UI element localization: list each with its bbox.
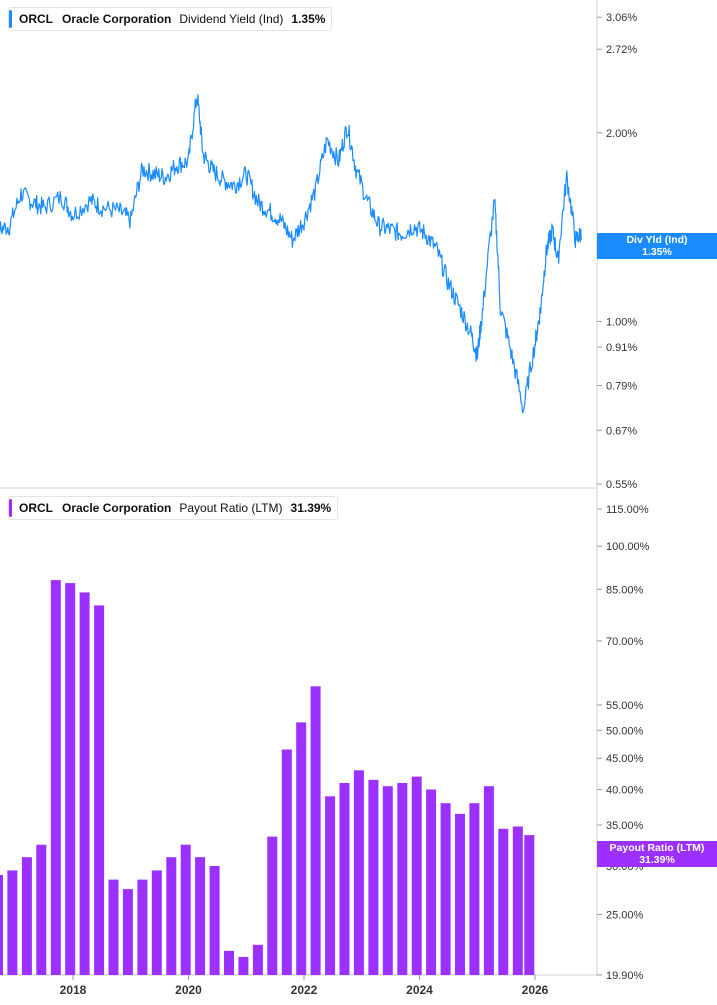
payout-ratio-tag-label: Payout Ratio (LTM) <box>609 842 705 854</box>
payout-ratio-bar <box>151 870 162 975</box>
payout-ratio-bar <box>353 770 364 975</box>
payout-ratio-bar <box>238 956 249 975</box>
payout-ratio-bar <box>0 875 3 975</box>
payout-ratio-bar <box>512 826 523 975</box>
bottom-y-tick-label: 70.00% <box>606 636 644 648</box>
x-tick-label: 2018 <box>60 983 87 997</box>
bottom-legend-company: Oracle Corporation <box>62 501 172 515</box>
payout-ratio-bar <box>137 879 148 975</box>
top-legend-company: Oracle Corporation <box>62 12 172 26</box>
top-legend-value: 1.35% <box>291 12 326 26</box>
bottom-y-tick-label: 45.00% <box>606 753 644 765</box>
payout-ratio-bar <box>195 857 206 975</box>
payout-ratio-bar <box>440 803 451 975</box>
payout-ratio-bar <box>310 686 321 975</box>
top-legend-symbol: ORCL <box>19 12 53 26</box>
bottom-legend-color-bar <box>9 499 12 517</box>
bottom-y-tick-label: 85.00% <box>606 584 644 596</box>
top-y-axis: 3.06% 2.72% 2.00% 1.00% 0.91% 0.79% 0.67% 0.55% <box>597 12 637 491</box>
div-yield-tag-label: Div Yld (Ind) <box>626 234 688 246</box>
payout-ratio-bar <box>65 583 76 975</box>
bottom-legend[interactable]: ORCL Oracle Corporation Payout Ratio (LT… <box>8 496 339 520</box>
top-y-tick-label: 0.67% <box>606 425 637 437</box>
payout-ratio-value-tag: Payout Ratio (LTM) 31.39% <box>597 841 717 867</box>
payout-ratio-bar <box>411 776 422 975</box>
bottom-legend-value: 31.39% <box>290 501 332 515</box>
x-tick-label: 2022 <box>291 983 318 997</box>
payout-ratio-bar <box>296 722 307 975</box>
payout-ratio-bar <box>21 857 32 975</box>
top-y-tick-label: 1.00% <box>606 316 637 328</box>
top-y-tick-label: 0.79% <box>606 381 637 393</box>
payout-ratio-bar <box>180 844 191 975</box>
payout-ratio-bar <box>281 749 292 975</box>
payout-ratio-bar <box>224 950 234 975</box>
payout-ratio-series <box>0 580 535 975</box>
top-legend-color-bar <box>9 10 12 28</box>
payout-ratio-bar <box>36 844 47 975</box>
top-y-tick-label: 2.00% <box>606 128 637 140</box>
payout-ratio-bar <box>94 605 105 975</box>
top-y-tick-label: 3.06% <box>606 12 637 24</box>
dividend-yield-line <box>0 94 582 414</box>
div-yield-value-tag: Div Yld (Ind) 1.35% <box>597 233 717 259</box>
payout-ratio-bar <box>79 592 90 975</box>
top-y-tick-label: 2.72% <box>606 44 637 56</box>
bottom-y-tick-label: 55.00% <box>606 700 644 712</box>
payout-ratio-bar <box>252 944 263 975</box>
bottom-legend-metric: Payout Ratio (LTM) <box>179 501 283 515</box>
x-axis: 2018 2020 2022 2024 2026 <box>60 975 549 997</box>
payout-ratio-bar <box>7 870 18 975</box>
bottom-y-tick-label: 115.00% <box>606 504 649 516</box>
dividend-yield-series <box>0 94 582 414</box>
payout-ratio-bar <box>483 786 494 975</box>
x-tick-label: 2020 <box>175 983 202 997</box>
payout-ratio-tag-value: 31.39% <box>639 854 675 866</box>
payout-ratio-bar <box>166 857 177 975</box>
payout-ratio-bar <box>524 835 535 975</box>
payout-ratio-bar <box>469 803 480 975</box>
top-y-tick-label: 0.91% <box>606 342 637 354</box>
payout-ratio-bar <box>426 789 437 975</box>
bottom-y-tick-label: 25.00% <box>606 909 644 921</box>
bottom-y-tick-label: 19.90% <box>606 970 644 982</box>
payout-ratio-bar <box>122 889 133 975</box>
payout-ratio-bar <box>108 879 119 975</box>
payout-ratio-bar <box>382 786 393 975</box>
payout-ratio-bar <box>267 836 278 975</box>
top-legend[interactable]: ORCL Oracle Corporation Dividend Yield (… <box>8 7 333 31</box>
payout-ratio-bar <box>50 580 61 975</box>
payout-ratio-bar <box>325 796 336 975</box>
bottom-y-tick-label: 40.00% <box>606 785 644 797</box>
bottom-legend-symbol: ORCL <box>19 501 53 515</box>
div-yield-tag-value: 1.35% <box>642 246 672 258</box>
top-y-tick-label: 0.55% <box>606 479 637 491</box>
x-tick-label: 2026 <box>522 983 549 997</box>
bottom-y-tick-label: 35.00% <box>606 820 644 832</box>
bottom-y-tick-label: 50.00% <box>606 725 644 737</box>
payout-ratio-bar <box>368 779 379 975</box>
top-legend-metric: Dividend Yield (Ind) <box>179 12 284 26</box>
bottom-y-axis: 115.00% 100.00% 85.00% 70.00% 55.00% 50.00% 45… <box>597 504 650 982</box>
payout-ratio-bar <box>339 783 350 975</box>
bottom-y-tick-label: 100.00% <box>606 541 650 553</box>
payout-ratio-bar <box>397 783 408 975</box>
x-tick-label: 2024 <box>406 983 433 997</box>
payout-ratio-bar <box>455 813 465 975</box>
payout-ratio-bar <box>209 866 220 975</box>
payout-ratio-bar <box>498 828 509 975</box>
